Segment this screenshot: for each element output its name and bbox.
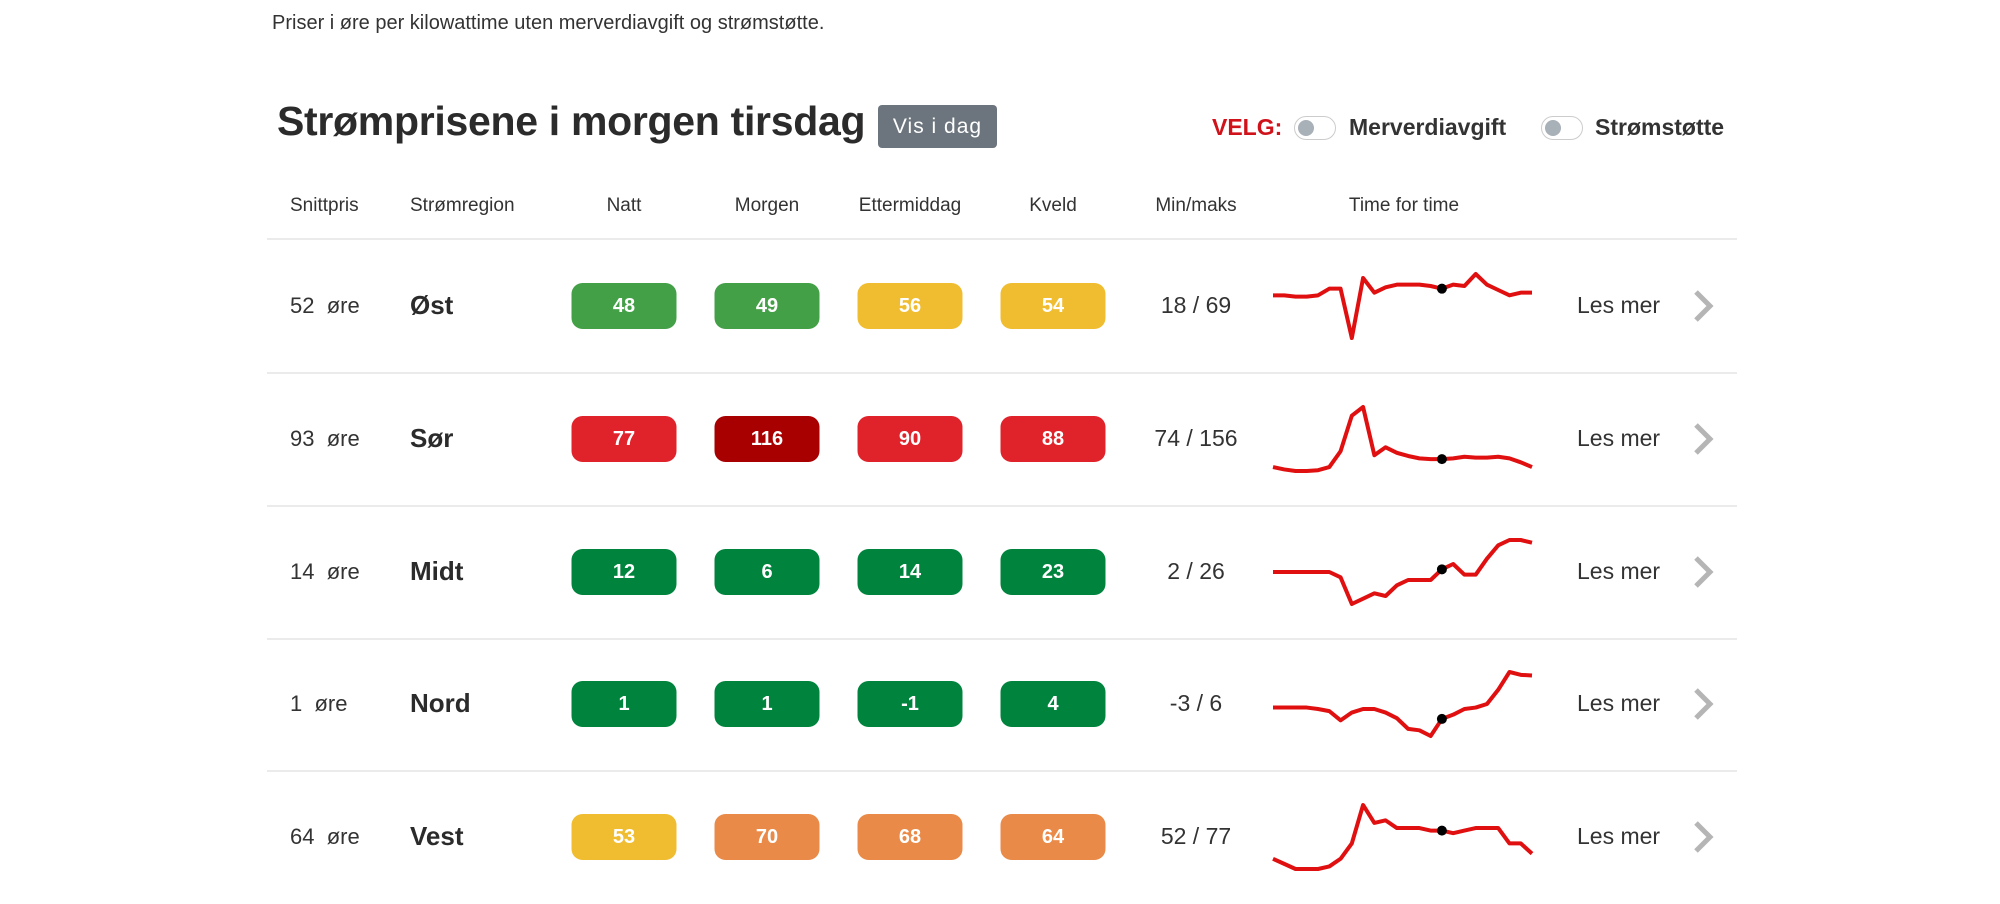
sparkline-series xyxy=(1273,670,1533,738)
min-max: -3 / 6 xyxy=(1169,690,1223,716)
average-unit: øre xyxy=(326,824,360,849)
average-price: 1 øre xyxy=(290,691,347,717)
sparkline-series xyxy=(1272,405,1533,473)
average-price: 93 øre xyxy=(290,426,360,452)
price-badge: 77 xyxy=(571,416,677,462)
region-name: Midt xyxy=(410,556,464,586)
average-unit: øre xyxy=(326,559,360,584)
average-value: 93 xyxy=(290,426,315,451)
sparkline-series xyxy=(1272,803,1534,871)
average-unit: øre xyxy=(314,691,348,716)
chevron-right-icon[interactable] xyxy=(1690,554,1716,590)
min-max: 2 / 26 xyxy=(1167,558,1225,584)
read-more-link[interactable]: Les mer xyxy=(1577,558,1661,584)
region-row[interactable]: 1 øre Nord 1 1 -1 4 -3 / 6 Les mer xyxy=(0,638,2000,771)
vat-toggle[interactable] xyxy=(1294,116,1336,140)
header-snittpris: Snittpris xyxy=(290,195,359,216)
row-divider xyxy=(267,638,1737,640)
chevron-right-icon[interactable] xyxy=(1690,686,1716,722)
price-badge: 90 xyxy=(857,416,963,462)
min-max: 18 / 69 xyxy=(1160,292,1232,318)
region-name: Sør xyxy=(410,423,454,453)
vat-label[interactable]: Merverdiavgift xyxy=(1349,114,1507,140)
read-more-link[interactable]: Les mer xyxy=(1577,823,1661,849)
average-value: 14 xyxy=(290,559,315,584)
average-unit: øre xyxy=(326,293,360,318)
price-badge: 70 xyxy=(714,814,820,860)
region-name: Nord xyxy=(410,688,471,718)
region-row[interactable]: 52 øre Øst 48 49 56 54 18 / 69 Les mer xyxy=(0,240,2000,373)
chevron-right-icon[interactable] xyxy=(1690,288,1716,324)
hourly-sparkline xyxy=(1270,664,1535,744)
row-divider xyxy=(267,770,1737,772)
header-ettermiddag: Ettermiddag xyxy=(858,195,962,216)
price-badge: 68 xyxy=(857,814,963,860)
header-time-for-time: Time for time xyxy=(1348,195,1460,216)
sparkline-series xyxy=(1273,538,1533,606)
price-badge: 1 xyxy=(571,681,677,727)
read-more-link[interactable]: Les mer xyxy=(1577,690,1661,716)
average-price: 64 øre xyxy=(290,824,360,850)
toggle-knob xyxy=(1298,120,1314,136)
header-kveld: Kveld xyxy=(1029,195,1077,216)
region-row[interactable]: 14 øre Midt 12 6 14 23 2 / 26 Les mer xyxy=(0,506,2000,639)
current-hour-marker xyxy=(1436,713,1447,724)
region-row[interactable]: 93 øre Sør 77 116 90 88 74 / 156 Les mer xyxy=(0,373,2000,506)
region-row[interactable]: 64 øre Vest 53 70 68 64 52 / 77 Les mer xyxy=(0,771,2000,904)
page-title: Strømprisene i morgen tirsdag xyxy=(277,98,866,144)
average-unit: øre xyxy=(326,426,360,451)
price-badge: 12 xyxy=(571,549,677,595)
read-more-link[interactable]: Les mer xyxy=(1577,292,1661,318)
subsidy-label: Strømstøtte xyxy=(1595,114,1725,140)
current-hour-marker xyxy=(1436,825,1447,836)
price-badge: 23 xyxy=(1000,549,1106,595)
chevron-right-icon[interactable] xyxy=(1690,421,1716,457)
current-hour-marker xyxy=(1436,283,1447,294)
row-divider xyxy=(267,372,1737,374)
sparkline-series xyxy=(1273,272,1532,340)
price-badge: 4 xyxy=(1000,681,1106,727)
region-name: Øst xyxy=(410,290,454,320)
price-badge: 53 xyxy=(571,814,677,860)
current-hour-marker xyxy=(1436,564,1447,575)
hourly-sparkline xyxy=(1270,797,1535,877)
price-badge: 116 xyxy=(714,416,820,462)
price-badge: 49 xyxy=(714,283,820,329)
header-natt: Natt xyxy=(606,195,642,216)
price-badge: 1 xyxy=(714,681,820,727)
price-description: Priser i øre per kilowattime uten merver… xyxy=(272,12,825,34)
price-badge: 48 xyxy=(571,283,677,329)
row-divider xyxy=(267,505,1737,507)
price-badge: 56 xyxy=(857,283,963,329)
price-badge: 64 xyxy=(1000,814,1106,860)
region-name: Vest xyxy=(410,821,464,851)
price-badge: 54 xyxy=(1000,283,1106,329)
price-badge: -1 xyxy=(857,681,963,727)
average-price: 52 øre xyxy=(290,293,360,319)
velg-label: VELG: xyxy=(1212,114,1283,140)
header-morgen: Morgen xyxy=(734,195,800,216)
price-badge: 88 xyxy=(1000,416,1106,462)
average-price: 14 øre xyxy=(290,559,360,585)
toggle-knob xyxy=(1545,120,1561,136)
read-more-link[interactable]: Les mer xyxy=(1577,425,1661,451)
min-max: 52 / 77 xyxy=(1160,823,1232,849)
current-hour-marker xyxy=(1436,454,1447,465)
header-minmaks: Min/maks xyxy=(1155,195,1237,216)
header-stromregion: Strømregion xyxy=(410,195,515,216)
average-value: 52 xyxy=(290,293,315,318)
hourly-sparkline xyxy=(1270,266,1535,346)
hourly-sparkline xyxy=(1270,399,1535,479)
price-badge: 14 xyxy=(857,549,963,595)
price-badge: 6 xyxy=(714,549,820,595)
min-max: 74 / 156 xyxy=(1154,425,1238,451)
show-today-button[interactable]: Vis i dag xyxy=(878,105,997,148)
subsidy-toggle[interactable] xyxy=(1541,116,1583,140)
hourly-sparkline xyxy=(1270,532,1535,612)
average-value: 64 xyxy=(290,824,315,849)
average-value: 1 xyxy=(290,691,303,716)
chevron-right-icon[interactable] xyxy=(1690,819,1716,855)
header-divider xyxy=(267,238,1737,240)
